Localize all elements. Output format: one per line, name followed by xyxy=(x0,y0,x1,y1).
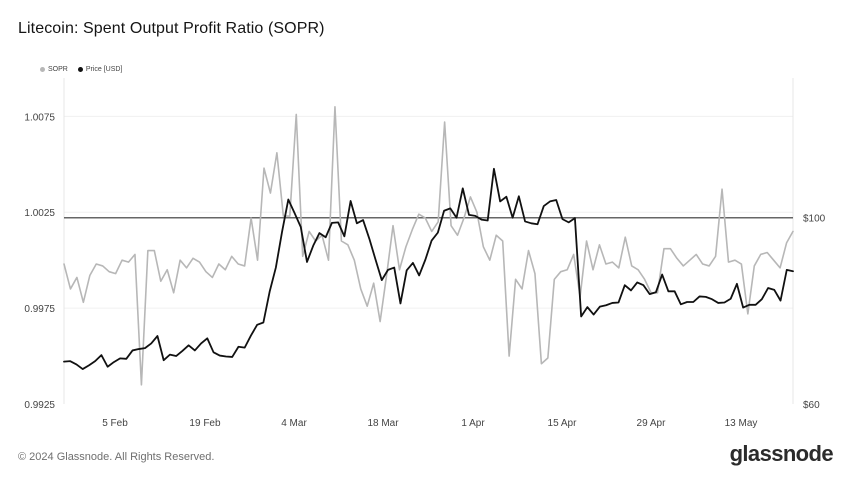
left-tick-label-1: 0.9925 xyxy=(24,400,55,411)
left-tick-label-2: 0.9975 xyxy=(24,304,55,315)
legend-label-price: Price [USD] xyxy=(85,66,123,73)
legend-item-sopr[interactable]: SOPR xyxy=(40,66,68,73)
x-tick-label-7: 29 Apr xyxy=(637,418,667,429)
sopr-series-line xyxy=(63,105,794,386)
x-tick-label-3: 4 Mar xyxy=(281,418,307,429)
copyright-footer: © 2024 Glassnode. All Rights Reserved. xyxy=(18,451,215,463)
legend-label-sopr: SOPR xyxy=(48,66,68,73)
legend: SOPR Price [USD] xyxy=(40,66,122,73)
chart-title: Litecoin: Spent Output Profit Ratio (SOP… xyxy=(18,20,325,37)
right-tick-label-2: $100 xyxy=(803,214,826,225)
left-tick-label-3: 1.0025 xyxy=(24,208,55,219)
x-tick-label-5: 1 Apr xyxy=(461,418,485,429)
x-tick-label-8: 13 May xyxy=(725,418,758,429)
legend-item-price[interactable]: Price [USD] xyxy=(77,66,123,73)
sopr-legend-dot-icon xyxy=(40,67,45,72)
glassnode-logo: glassnode xyxy=(729,441,834,466)
right-tick-label-1: $60 xyxy=(803,400,820,411)
x-tick-label-1: 5 Feb xyxy=(102,418,128,429)
x-tick-label-6: 15 Apr xyxy=(548,418,578,429)
left-tick-label-4: 1.0075 xyxy=(24,112,55,123)
x-tick-label-4: 18 Mar xyxy=(367,418,399,429)
x-tick-label-2: 19 Feb xyxy=(189,418,221,429)
price-legend-dot-icon xyxy=(77,67,83,72)
price-series-line xyxy=(63,167,794,370)
